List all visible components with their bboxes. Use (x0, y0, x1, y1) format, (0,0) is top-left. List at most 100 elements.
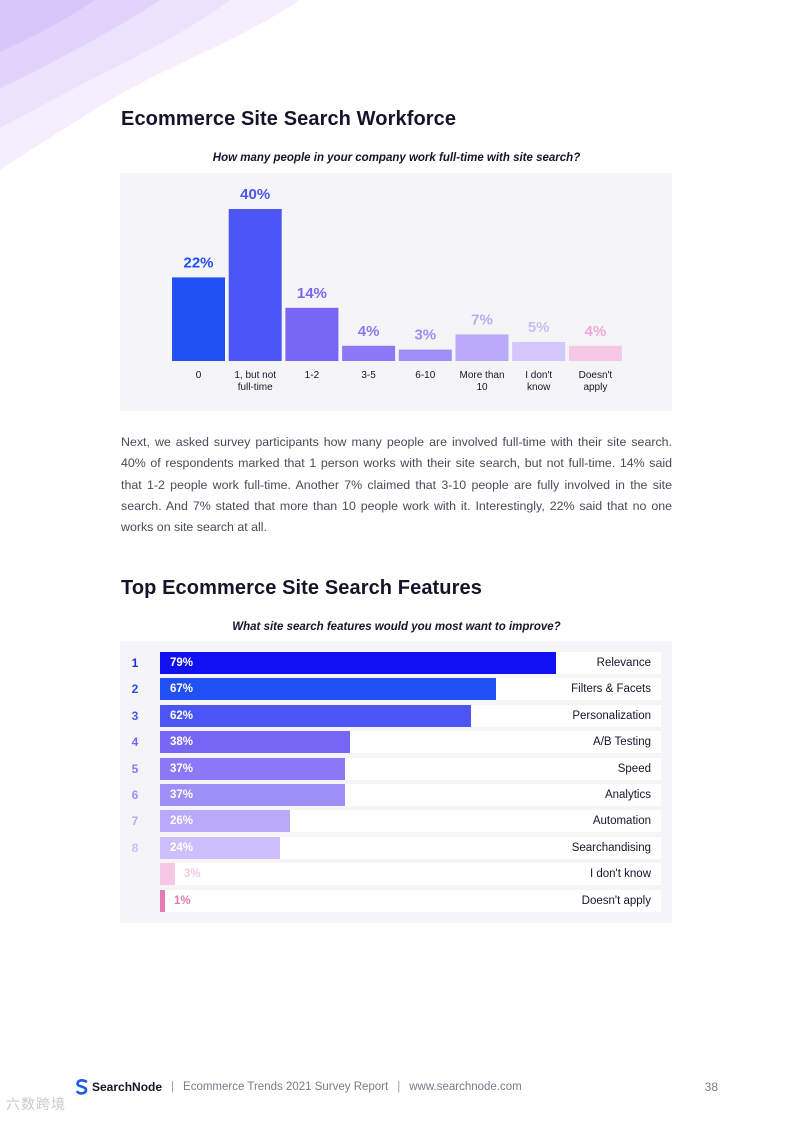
feature-row: 6 37% Analytics (132, 784, 661, 806)
page-footer: SearchNode | Ecommerce Trends 2021 Surve… (75, 1078, 522, 1096)
feature-bar (160, 652, 556, 674)
feature-row: 4 38% A/B Testing (132, 731, 661, 754)
feature-name: Searchandising (571, 841, 651, 854)
feature-rank: 5 (131, 761, 139, 776)
workforce-value-label: 40% (240, 186, 270, 203)
watermark-text: 六数跨境 (6, 1096, 66, 1112)
feature-track: 26% Automation (160, 810, 661, 833)
searchnode-logo-icon (76, 1079, 88, 1095)
feature-track: 79% Relevance (160, 652, 661, 674)
section-title-features: Top Ecommerce Site Search Features (121, 577, 482, 599)
workforce-bar (455, 334, 509, 361)
workforce-value-label: 7% (471, 311, 493, 328)
feature-track: 62% Personalization (160, 704, 661, 727)
feature-value-label: 79% (170, 657, 194, 669)
feature-bar (160, 704, 471, 727)
workforce-category-label: know (527, 382, 551, 393)
feature-rank: 3 (131, 708, 139, 723)
feature-rank: 7 (131, 814, 139, 829)
feature-row: 7 26% Automation (132, 810, 661, 833)
workforce-value-label: 5% (528, 319, 550, 336)
feature-track: 67% Filters & Facets (160, 678, 661, 701)
feature-value-label: 37% (170, 789, 194, 801)
workforce-bar (228, 209, 282, 361)
feature-bar (160, 784, 346, 806)
workforce-value-label: 4% (358, 323, 380, 340)
workforce-bar (172, 277, 225, 361)
feature-name: Speed (617, 762, 651, 775)
feature-row: 5 37% Speed (132, 757, 661, 780)
feature-bar (160, 757, 346, 780)
feature-track: 37% Speed (160, 757, 661, 780)
feature-value-label: 24% (170, 841, 194, 854)
feature-track: 3% I don't know (160, 863, 661, 886)
workforce-paragraph: Next, we asked survey participants how m… (121, 435, 672, 535)
feature-bar (160, 889, 165, 912)
chart-question-features: What site search features would you most… (232, 621, 561, 633)
feature-name: Analytics (604, 789, 651, 801)
feature-value-label: 38% (170, 736, 194, 749)
section-title-workforce: Ecommerce Site Search Workforce (121, 108, 457, 130)
feature-row: 3 62% Personalization (132, 704, 661, 727)
feature-name: Doesn't apply (581, 894, 651, 907)
workforce-category-label: full-time (238, 382, 273, 393)
workforce-value-label: 22% (183, 254, 213, 271)
workforce-chart-panel: 22% 0 40% 1, but not full-time 14% 1-2 4% 3-5 3% 6… (120, 173, 672, 411)
page-number: 38 (704, 1080, 718, 1094)
feature-value-label: 62% (170, 709, 194, 722)
feature-rank: 4 (131, 735, 139, 750)
feature-row: 8 24% Searchandising (132, 836, 661, 859)
footer-report-title: Ecommerce Trends 2021 Survey Report (183, 1081, 389, 1093)
feature-name: Filters & Facets (571, 683, 651, 696)
footer-url[interactable]: www.searchnode.com (409, 1081, 522, 1093)
workforce-category-label: 10 (476, 382, 488, 393)
chart-question-workforce: How many people in your company work ful… (212, 152, 581, 164)
workforce-category-label: More than (459, 370, 504, 381)
feature-value-label: 37% (170, 762, 194, 775)
feature-bar (160, 678, 496, 701)
feature-track: 38% A/B Testing (160, 731, 661, 754)
feature-value-label: 3% (184, 868, 201, 881)
workforce-value-label: 4% (585, 323, 607, 340)
workforce-category-label: 1-2 (305, 370, 320, 381)
features-chart-panel: 1 79% Relevance 2 67% Filters & Facets 3 62% Per… (120, 641, 672, 923)
feature-rank: 6 (131, 788, 139, 802)
workforce-value-label: 14% (297, 285, 327, 302)
workforce-category-label: 0 (196, 370, 202, 381)
workforce-category-label: I don't (525, 370, 552, 381)
feature-bar (160, 731, 351, 754)
workforce-category-label: 1, but not (234, 370, 276, 381)
workforce-category-label: Doesn't (579, 370, 613, 381)
feature-bar (160, 810, 291, 833)
feature-row: 2 67% Filters & Facets (132, 678, 661, 701)
feature-rank: 8 (131, 840, 139, 855)
workforce-category-label: 3-5 (361, 370, 376, 381)
workforce-category-label: apply (583, 382, 607, 393)
feature-rank: 1 (131, 656, 139, 670)
feature-value-label: 67% (170, 683, 194, 696)
feature-track: 37% Analytics (160, 784, 661, 806)
feature-value-label: 1% (174, 894, 191, 907)
feature-track: 24% Searchandising (160, 836, 661, 859)
workforce-category-label: 6-10 (415, 370, 435, 381)
workforce-bar (342, 345, 396, 361)
feature-name: Personalization (572, 709, 651, 722)
feature-row: 3% I don't know (160, 863, 661, 886)
workforce-bar (398, 349, 452, 361)
footer-separator: | (171, 1081, 175, 1093)
workforce-bar (568, 345, 622, 361)
footer-separator: | (397, 1081, 401, 1093)
workforce-bar (512, 342, 566, 361)
workforce-value-label: 3% (414, 327, 436, 344)
feature-rank (120, 863, 150, 885)
feature-rank (120, 890, 150, 912)
feature-bar (160, 836, 281, 859)
feature-row: 1% Doesn't apply (160, 889, 661, 912)
feature-name: Relevance (596, 657, 651, 669)
feature-name: A/B Testing (593, 736, 651, 749)
feature-rank: 2 (131, 682, 139, 697)
feature-name: I don't know (589, 868, 651, 881)
workforce-bar (285, 307, 339, 361)
footer-brand: SearchNode (92, 1080, 163, 1094)
